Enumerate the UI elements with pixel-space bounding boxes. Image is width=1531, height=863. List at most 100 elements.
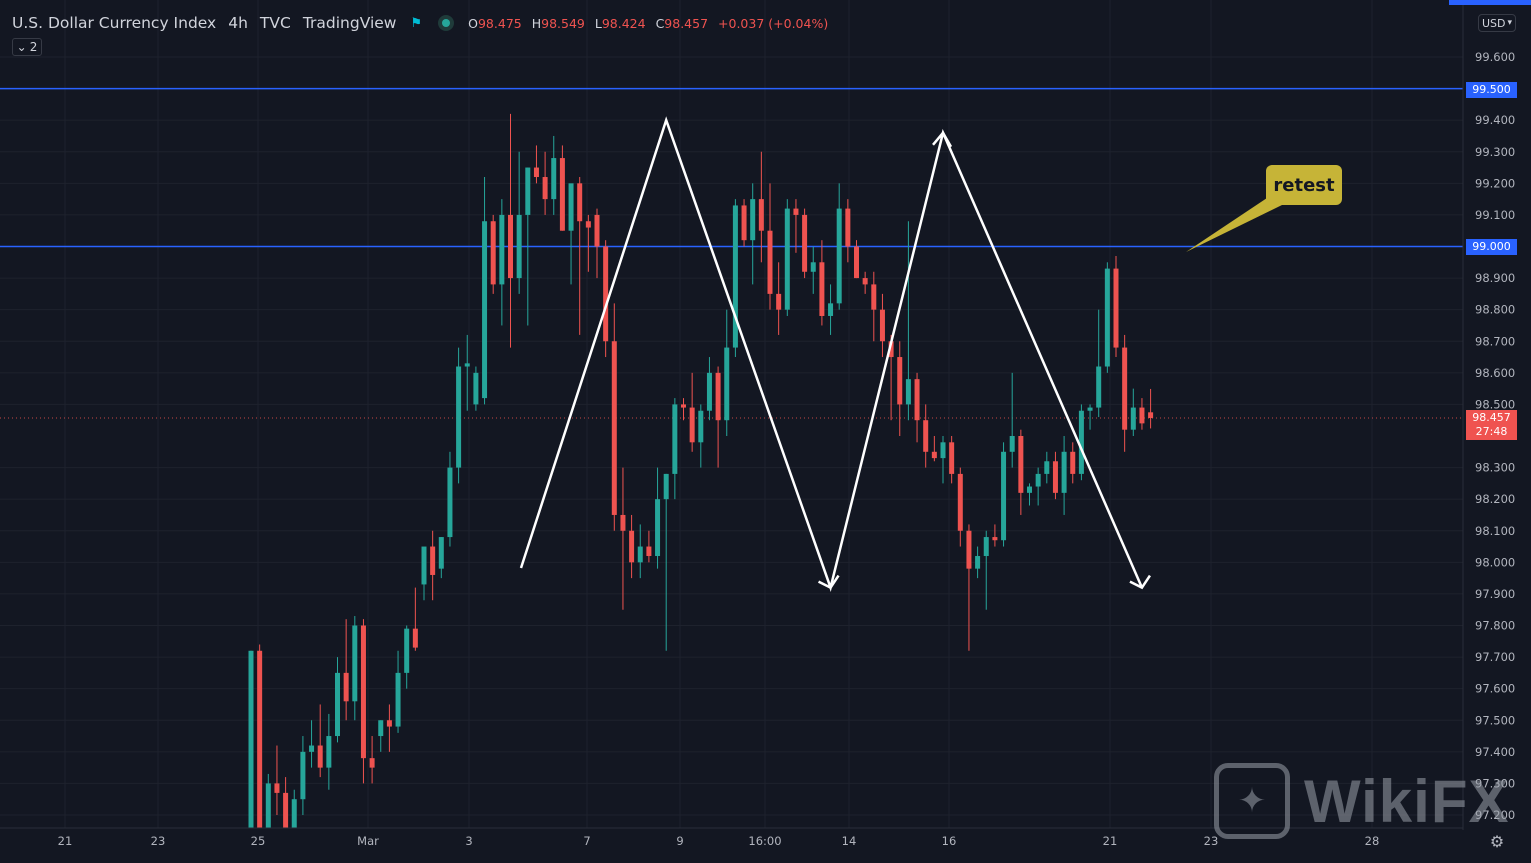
candle-body — [464, 363, 470, 367]
horizontal-levels — [0, 87, 1463, 419]
price-tick-label: 99.200 — [1475, 176, 1515, 190]
currency-selector[interactable]: USD ▾ — [1478, 14, 1516, 32]
candle-body — [758, 199, 764, 231]
retest-callout[interactable]: retest — [1266, 165, 1342, 205]
price-axis: 99.600 99.400 99.300 99.200 99.100 98.900 98.8… — [1475, 50, 1515, 822]
price-tick-label: 97.400 — [1475, 745, 1515, 759]
price-tick-label: 97.500 — [1475, 713, 1515, 727]
candle-body — [542, 177, 548, 200]
candle-body — [473, 372, 479, 405]
candle-body — [326, 736, 332, 768]
platform-label: TradingView — [302, 14, 397, 32]
candle-body — [378, 720, 384, 737]
interval-label[interactable]: 4h — [228, 14, 248, 32]
symbol-name[interactable]: U.S. Dollar Currency Index — [12, 14, 217, 32]
candle-body — [291, 799, 297, 828]
time-tick-label: 23 — [151, 834, 166, 848]
candle-body — [412, 628, 418, 648]
level-price-tag-high: 99.500 — [1466, 82, 1517, 98]
price-tick-label: 98.800 — [1475, 303, 1515, 317]
candle-body — [1052, 461, 1058, 493]
price-tick-label: 97.200 — [1475, 808, 1515, 822]
price-tick-label: 98.700 — [1475, 334, 1515, 348]
candle-body — [940, 442, 946, 459]
change-value: +0.037 (+0.04%) — [718, 15, 829, 31]
arrow-head — [817, 574, 840, 590]
time-tick-label: 16 — [942, 834, 957, 848]
candle-body — [499, 214, 505, 285]
candle-body — [836, 208, 842, 304]
candle-body — [897, 357, 903, 405]
candle-body — [551, 158, 557, 200]
gear-icon[interactable]: ⚙ — [1489, 832, 1505, 851]
candle-body — [871, 284, 877, 310]
candle-body — [1001, 451, 1007, 541]
candlestick-series — [248, 113, 1154, 828]
candle-body — [1148, 412, 1154, 418]
price-tick-label: 97.700 — [1475, 650, 1515, 664]
candle-body — [879, 309, 885, 342]
candle-body — [508, 214, 513, 279]
time-tick-label: 16:00 — [748, 834, 781, 848]
candle-body — [802, 214, 808, 272]
callout-pointer — [1186, 196, 1282, 252]
price-tick-label: 98.300 — [1475, 461, 1515, 475]
chart-grid — [0, 0, 1463, 828]
candle-body — [274, 783, 280, 793]
time-tick-label: 21 — [58, 834, 73, 848]
price-tick-label: 97.600 — [1475, 682, 1515, 696]
candle-body — [620, 514, 626, 531]
candle-body — [767, 230, 773, 294]
candle-body — [706, 372, 712, 411]
bar-countdown: 27:48 — [1475, 425, 1508, 438]
candle-body — [369, 758, 375, 768]
candle-body — [421, 546, 427, 585]
candle-body — [992, 537, 998, 541]
candle-body — [395, 672, 401, 727]
time-tick-label: 21 — [1103, 834, 1118, 848]
time-tick-label: 23 — [1204, 834, 1219, 848]
candle-body — [265, 783, 271, 828]
price-tick-label: 99.300 — [1475, 145, 1515, 159]
symbol-legend[interactable]: U.S. Dollar Currency Index 4h TVC Tradin… — [12, 12, 834, 34]
candle-body — [741, 205, 747, 241]
candle-body — [1018, 436, 1024, 493]
candle-body — [603, 246, 609, 342]
candle-body — [533, 167, 539, 178]
candle-body — [810, 262, 816, 272]
candle-body — [386, 720, 392, 727]
price-tick-label: 99.400 — [1475, 113, 1515, 127]
time-tick-label: 14 — [842, 834, 857, 848]
candle-body — [655, 499, 661, 557]
candle-body — [975, 556, 981, 569]
flag-icon[interactable]: ⚑ — [410, 15, 423, 31]
candle-body — [559, 158, 565, 231]
candle-body — [283, 792, 289, 828]
candle-body — [923, 420, 929, 452]
candle-body — [1009, 436, 1015, 452]
top-accent-bar — [1449, 0, 1531, 5]
candle-body — [1130, 407, 1136, 430]
candle-body — [248, 650, 254, 828]
candle-body — [1027, 486, 1032, 493]
candle-body — [490, 221, 496, 285]
candle-body — [646, 546, 652, 557]
price-tick-label: 98.600 — [1475, 366, 1515, 380]
candle-body — [352, 625, 358, 702]
candle-body — [456, 366, 462, 468]
candle-body — [914, 379, 920, 421]
candle-body — [689, 407, 695, 443]
last-price-tag: 98.457 27:48 — [1466, 410, 1517, 440]
candle-body — [629, 530, 635, 563]
price-tick-label: 99.100 — [1475, 208, 1515, 222]
candle-body — [957, 473, 963, 531]
candle-body — [1087, 407, 1093, 411]
price-tick-label: 98.900 — [1475, 271, 1515, 285]
time-axis: 21 23 25 Mar 3 7 9 16:00 14 16 21 23 28 — [58, 834, 1380, 848]
chevron-down-icon: ▾ — [1507, 18, 1513, 28]
indicators-collapse-button[interactable]: ⌄ 2 — [12, 38, 42, 56]
arrow-head — [1129, 574, 1151, 590]
time-tick-label: 3 — [465, 834, 472, 848]
candle-body — [1104, 268, 1110, 367]
